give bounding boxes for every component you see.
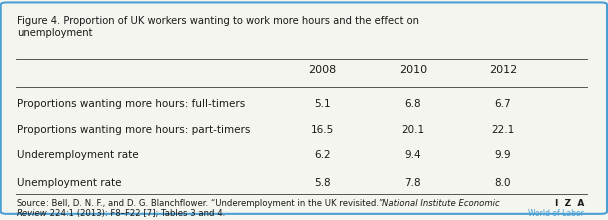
Text: Proportions wanting more hours: full-timers: Proportions wanting more hours: full-tim… xyxy=(17,99,245,109)
Text: Figure 4. Proportion of UK workers wanting to work more hours and the effect on
: Figure 4. Proportion of UK workers wanti… xyxy=(17,16,419,38)
Text: Underemployment rate: Underemployment rate xyxy=(17,150,139,160)
Text: 6.2: 6.2 xyxy=(314,150,331,160)
Text: 9.4: 9.4 xyxy=(404,150,421,160)
Text: 5.1: 5.1 xyxy=(314,99,331,109)
FancyBboxPatch shape xyxy=(1,2,607,214)
Text: Review: Review xyxy=(17,209,47,218)
Text: World of Labor: World of Labor xyxy=(528,209,584,218)
Text: 2008: 2008 xyxy=(308,65,337,75)
Text: I  Z  A: I Z A xyxy=(554,198,584,207)
Text: 16.5: 16.5 xyxy=(311,125,334,135)
Text: Unemployment rate: Unemployment rate xyxy=(17,178,122,188)
Text: National Institute Economic: National Institute Economic xyxy=(382,198,500,207)
Text: 20.1: 20.1 xyxy=(401,125,424,135)
Text: 2010: 2010 xyxy=(399,65,427,75)
Text: 8.0: 8.0 xyxy=(495,178,511,188)
Text: 2012: 2012 xyxy=(489,65,517,75)
Text: 5.8: 5.8 xyxy=(314,178,331,188)
Text: 6.8: 6.8 xyxy=(404,99,421,109)
Text: 224:1 (2013): F8–F22 [7]; Tables 3 and 4.: 224:1 (2013): F8–F22 [7]; Tables 3 and 4… xyxy=(47,209,226,218)
Text: Source: Source xyxy=(17,198,46,207)
Text: 6.7: 6.7 xyxy=(495,99,511,109)
Text: : Bell, D. N. F., and D. G. Blanchflower. “Underemployment in the UK revisited.”: : Bell, D. N. F., and D. G. Blanchflower… xyxy=(46,198,386,207)
Text: 22.1: 22.1 xyxy=(491,125,514,135)
Text: 7.8: 7.8 xyxy=(404,178,421,188)
Text: 9.9: 9.9 xyxy=(495,150,511,160)
Text: Proportions wanting more hours: part-timers: Proportions wanting more hours: part-tim… xyxy=(17,125,250,135)
